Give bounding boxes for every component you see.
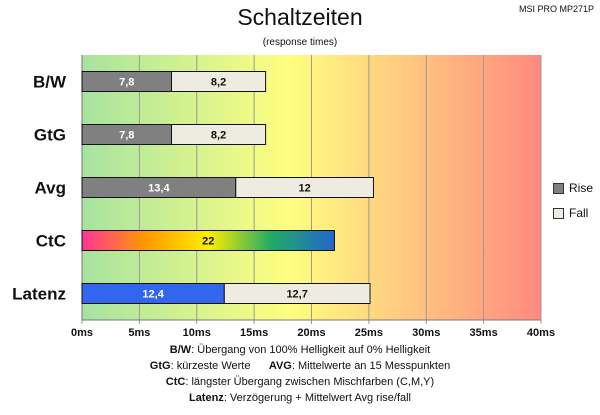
chart-title: Schaltzeiten xyxy=(237,4,363,30)
legend-label-rise: Rise xyxy=(569,181,594,195)
footnote-latenz-text: : Verzögerung + Mittelwert Avg rise/fall xyxy=(223,392,412,404)
legend-item-rise: Rise xyxy=(553,181,593,195)
bar-fall xyxy=(223,283,371,304)
bar-fall xyxy=(171,71,267,92)
footnote-avg-label: AVG xyxy=(268,360,292,372)
legend-item-fall: Fall xyxy=(553,206,588,220)
data-label: 7,8 xyxy=(119,130,134,142)
data-label: 12 xyxy=(298,183,310,195)
bar-fall xyxy=(171,124,267,145)
x-tick-label: 25ms xyxy=(355,327,383,339)
data-label: 13,4 xyxy=(148,183,170,195)
footnote-bw-label: B/W xyxy=(169,344,192,356)
plot-area: 0ms 5ms 10ms 15ms 20ms 25ms 30ms 35ms 40ms B/W 7,8… xyxy=(12,55,555,339)
footnote-bw: B/W: Übergang von 100% Helligkeit auf 0%… xyxy=(0,342,600,358)
legend-swatch-fall xyxy=(553,207,564,219)
footnote-latenz-label: Latenz xyxy=(188,392,224,404)
x-tick-label: 15ms xyxy=(240,327,268,339)
legend-label-fall: Fall xyxy=(569,206,589,220)
bar-fall xyxy=(235,177,374,198)
model-label: MSI PRO MP271P xyxy=(518,4,594,14)
footnote-gtg-text: : kürzeste Werte xyxy=(170,360,251,372)
category-label: CtC xyxy=(36,232,66,251)
data-label: 8,2 xyxy=(211,130,226,142)
footnote-gtg-label: GtG xyxy=(149,360,171,372)
x-tick-label: 30ms xyxy=(412,327,440,339)
x-tick-label: 20ms xyxy=(297,327,325,339)
footnote-avg-text: : Mittelwerte an 15 Messpunkten xyxy=(291,360,451,372)
legend-swatch-rise xyxy=(553,182,564,194)
category-label: Avg xyxy=(35,179,67,198)
x-tick-label: 35ms xyxy=(470,327,498,339)
category-label: B/W xyxy=(33,73,67,92)
category-label: GtG xyxy=(34,126,66,145)
data-label: 8,2 xyxy=(211,77,226,89)
x-tick-label: 10ms xyxy=(183,327,211,339)
bar-rise xyxy=(81,230,335,251)
footnote-ctc-label: CtC xyxy=(165,376,186,388)
x-tick-label: 5ms xyxy=(128,327,150,339)
data-label: 12,7 xyxy=(286,289,307,301)
footnote-ctc-text: : längster Übergang zwischen Mischfarben… xyxy=(185,376,435,388)
footnote-latenz: Latenz: Verzögerung + Mittelwert Avg ris… xyxy=(0,390,600,406)
data-label: 12,4 xyxy=(142,289,164,301)
x-tick-label: 40ms xyxy=(527,327,555,339)
chart-subtitle: (response times) xyxy=(262,37,338,48)
footnote-ctc: CtC: längster Übergang zwischen Mischfar… xyxy=(0,374,600,390)
footnote-bw-text: : Übergang von 100% Helligkeit auf 0% He… xyxy=(191,344,431,356)
category-label: Latenz xyxy=(12,285,66,304)
footnote-gtg-avg: GtG: kürzeste Werte AVG: Mittelwerte an … xyxy=(0,358,600,374)
data-label: 7,8 xyxy=(119,77,134,89)
data-label: 22 xyxy=(202,236,214,248)
x-tick-label: 0ms xyxy=(71,327,93,339)
